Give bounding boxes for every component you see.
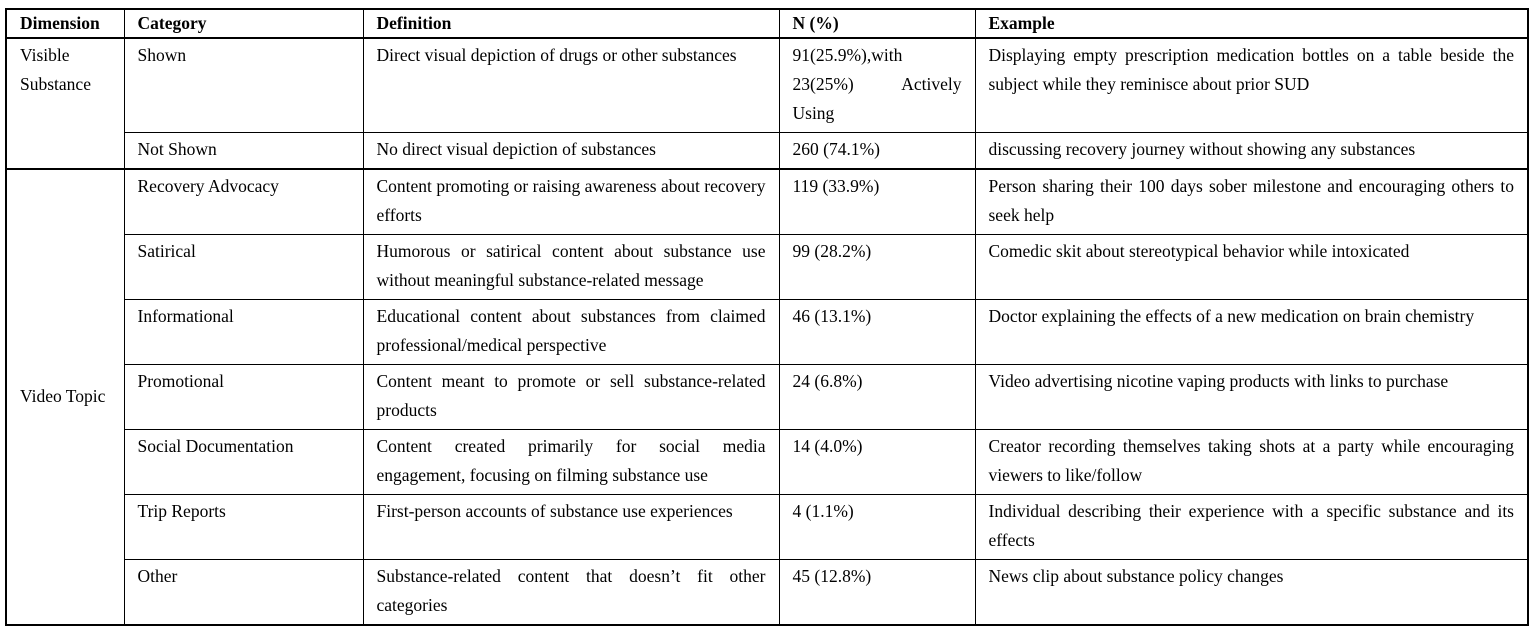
column-header-definition: Definition	[362, 8, 780, 39]
example-cell: Creator recording themselves taking shot…	[974, 429, 1529, 495]
category-cell: Promotional	[123, 364, 364, 430]
column-header-n-pct: N (%)	[778, 8, 976, 39]
example-cell: Doctor explaining the effects of a new m…	[974, 299, 1529, 365]
example-cell: Individual describing their experience w…	[974, 494, 1529, 560]
definition-cell: Content promoting or raising awareness a…	[362, 168, 780, 235]
n-cell: 91(25.9%),with 23(25%) Actively Using	[778, 37, 976, 133]
n-cell: 119 (33.9%)	[778, 168, 976, 235]
definition-cell: Content created primarily for social med…	[362, 429, 780, 495]
category-cell: Other	[123, 559, 364, 626]
example-cell: News clip about substance policy changes	[974, 559, 1529, 626]
coding-scheme-table: Dimension Category Definition N (%) Exam…	[5, 8, 1529, 626]
n-cell: 24 (6.8%)	[778, 364, 976, 430]
table-row: Satirical Humorous or satirical content …	[6, 234, 1529, 300]
example-cell: Person sharing their 100 days sober mile…	[974, 168, 1529, 235]
table-row: Trip Reports First-person accounts of su…	[6, 494, 1529, 560]
n-cell: 45 (12.8%)	[778, 559, 976, 626]
definition-cell: Educational content about substances fro…	[362, 299, 780, 365]
table-row: Video Topic Recovery Advocacy Content pr…	[5, 168, 1529, 626]
example-cell: Displaying empty prescription medication…	[974, 37, 1529, 133]
definition-cell: Direct visual depiction of drugs or othe…	[362, 37, 780, 133]
dimension-cell-visible-substance: Visible Substance	[5, 37, 125, 170]
n-cell: 260 (74.1%)	[778, 132, 976, 170]
category-cell: Social Documentation	[123, 429, 364, 495]
table-row: Visible Substance Shown Direct visual de…	[5, 37, 1529, 170]
category-cell: Recovery Advocacy	[123, 168, 364, 235]
definition-cell: Content meant to promote or sell substan…	[362, 364, 780, 430]
category-cell: Trip Reports	[123, 494, 364, 560]
table-row: Informational Educational content about …	[6, 299, 1529, 365]
definition-cell: Substance-related content that doesn’t f…	[362, 559, 780, 626]
category-cell: Satirical	[123, 234, 364, 300]
example-cell: Comedic skit about stereotypical behavio…	[974, 234, 1529, 300]
definition-cell: Humorous or satirical content about subs…	[362, 234, 780, 300]
n-cell: 4 (1.1%)	[778, 494, 976, 560]
category-cell: Shown	[123, 37, 364, 133]
column-header-category: Category	[123, 8, 364, 39]
table-row: Social Documentation Content created pri…	[6, 429, 1529, 495]
n-cell: 99 (28.2%)	[778, 234, 976, 300]
definition-cell: No direct visual depiction of substances	[362, 132, 780, 170]
table-row: Promotional Content meant to promote or …	[6, 364, 1529, 430]
table-row: Not Shown No direct visual depiction of …	[6, 132, 1529, 170]
definition-cell: First-person accounts of substance use e…	[362, 494, 780, 560]
dimension-cell-video-topic: Video Topic	[5, 168, 125, 626]
column-header-dimension: Dimension	[5, 8, 125, 39]
column-header-example: Example	[974, 8, 1529, 39]
example-cell: Video advertising nicotine vaping produc…	[974, 364, 1529, 430]
table-header-row: Dimension Category Definition N (%) Exam…	[5, 8, 1529, 39]
category-cell: Informational	[123, 299, 364, 365]
category-cell: Not Shown	[123, 132, 364, 170]
table-row: Other Substance-related content that doe…	[6, 559, 1529, 626]
example-cell: discussing recovery journey without show…	[974, 132, 1529, 170]
n-cell: 14 (4.0%)	[778, 429, 976, 495]
n-cell: 46 (13.1%)	[778, 299, 976, 365]
